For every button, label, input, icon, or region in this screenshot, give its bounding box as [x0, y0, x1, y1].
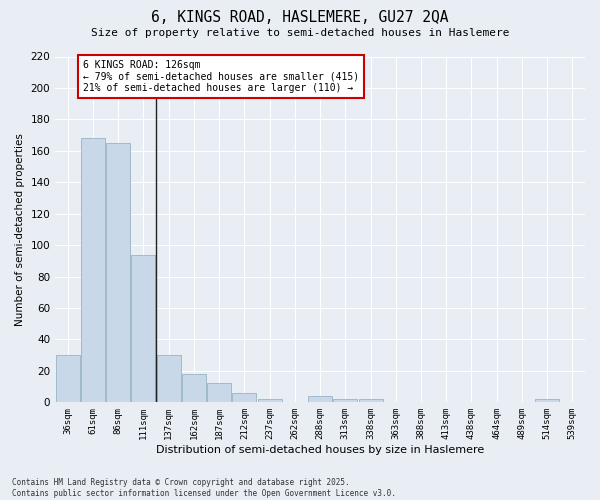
Bar: [106, 143, 130, 403]
Bar: [207, 384, 231, 402]
Bar: [131, 254, 155, 402]
Bar: [359, 399, 383, 402]
Text: Size of property relative to semi-detached houses in Haslemere: Size of property relative to semi-detach…: [91, 28, 509, 38]
Bar: [334, 399, 357, 402]
Bar: [257, 399, 281, 402]
Text: 6, KINGS ROAD, HASLEMERE, GU27 2QA: 6, KINGS ROAD, HASLEMERE, GU27 2QA: [151, 10, 449, 25]
Text: Contains HM Land Registry data © Crown copyright and database right 2025.
Contai: Contains HM Land Registry data © Crown c…: [12, 478, 396, 498]
Bar: [232, 393, 256, 402]
Y-axis label: Number of semi-detached properties: Number of semi-detached properties: [15, 133, 25, 326]
Bar: [56, 355, 80, 403]
Bar: [182, 374, 206, 402]
Bar: [535, 399, 559, 402]
X-axis label: Distribution of semi-detached houses by size in Haslemere: Distribution of semi-detached houses by …: [156, 445, 484, 455]
Bar: [157, 355, 181, 403]
Bar: [308, 396, 332, 402]
Text: 6 KINGS ROAD: 126sqm
← 79% of semi-detached houses are smaller (415)
21% of semi: 6 KINGS ROAD: 126sqm ← 79% of semi-detac…: [83, 60, 359, 93]
Bar: [81, 138, 105, 402]
